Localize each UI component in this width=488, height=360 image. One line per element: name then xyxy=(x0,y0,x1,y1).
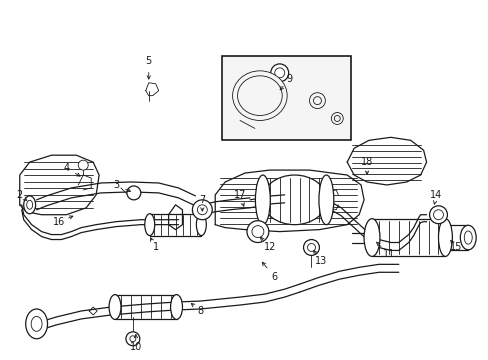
Text: 10: 10 xyxy=(129,342,142,352)
Text: 7: 7 xyxy=(199,195,205,205)
Polygon shape xyxy=(215,170,364,231)
Ellipse shape xyxy=(364,219,379,256)
Text: 13: 13 xyxy=(315,256,327,266)
Text: 18: 18 xyxy=(360,157,372,167)
Circle shape xyxy=(246,221,268,243)
Ellipse shape xyxy=(318,175,333,225)
Circle shape xyxy=(307,243,315,251)
Ellipse shape xyxy=(170,294,182,319)
Circle shape xyxy=(313,96,321,105)
Circle shape xyxy=(126,332,140,346)
Text: 9: 9 xyxy=(286,74,292,84)
Circle shape xyxy=(251,226,264,238)
Ellipse shape xyxy=(26,309,47,339)
Ellipse shape xyxy=(232,71,286,121)
Ellipse shape xyxy=(459,225,475,250)
Circle shape xyxy=(78,160,88,170)
Circle shape xyxy=(130,336,136,342)
Circle shape xyxy=(334,116,340,121)
Text: 2: 2 xyxy=(17,190,23,200)
Circle shape xyxy=(127,186,141,200)
FancyBboxPatch shape xyxy=(222,56,350,140)
Text: 4: 4 xyxy=(63,163,69,173)
Text: 5: 5 xyxy=(145,56,152,66)
Ellipse shape xyxy=(237,76,282,116)
Ellipse shape xyxy=(438,219,451,256)
Text: 11: 11 xyxy=(382,249,394,260)
Text: 1: 1 xyxy=(152,243,159,252)
Circle shape xyxy=(433,210,443,220)
Text: 14: 14 xyxy=(429,190,442,200)
Ellipse shape xyxy=(196,214,206,235)
Text: 16: 16 xyxy=(53,217,65,227)
Ellipse shape xyxy=(463,231,471,244)
Circle shape xyxy=(197,205,207,215)
Circle shape xyxy=(428,206,447,224)
Circle shape xyxy=(303,239,319,255)
Polygon shape xyxy=(20,155,99,215)
Text: 3: 3 xyxy=(113,180,119,190)
Circle shape xyxy=(192,200,212,220)
Text: 8: 8 xyxy=(197,306,203,316)
Circle shape xyxy=(274,68,284,78)
Text: 6: 6 xyxy=(271,272,277,282)
Ellipse shape xyxy=(109,294,121,319)
Circle shape xyxy=(309,93,325,109)
Circle shape xyxy=(270,64,288,82)
Ellipse shape xyxy=(255,175,270,225)
Ellipse shape xyxy=(24,196,36,214)
Circle shape xyxy=(331,113,343,125)
Polygon shape xyxy=(168,205,182,230)
Ellipse shape xyxy=(262,175,326,225)
Ellipse shape xyxy=(144,214,154,235)
Ellipse shape xyxy=(27,201,33,209)
Text: 15: 15 xyxy=(449,243,462,252)
Text: 17: 17 xyxy=(233,190,246,200)
Polygon shape xyxy=(346,137,426,185)
Text: 12: 12 xyxy=(263,243,275,252)
Ellipse shape xyxy=(31,316,42,331)
